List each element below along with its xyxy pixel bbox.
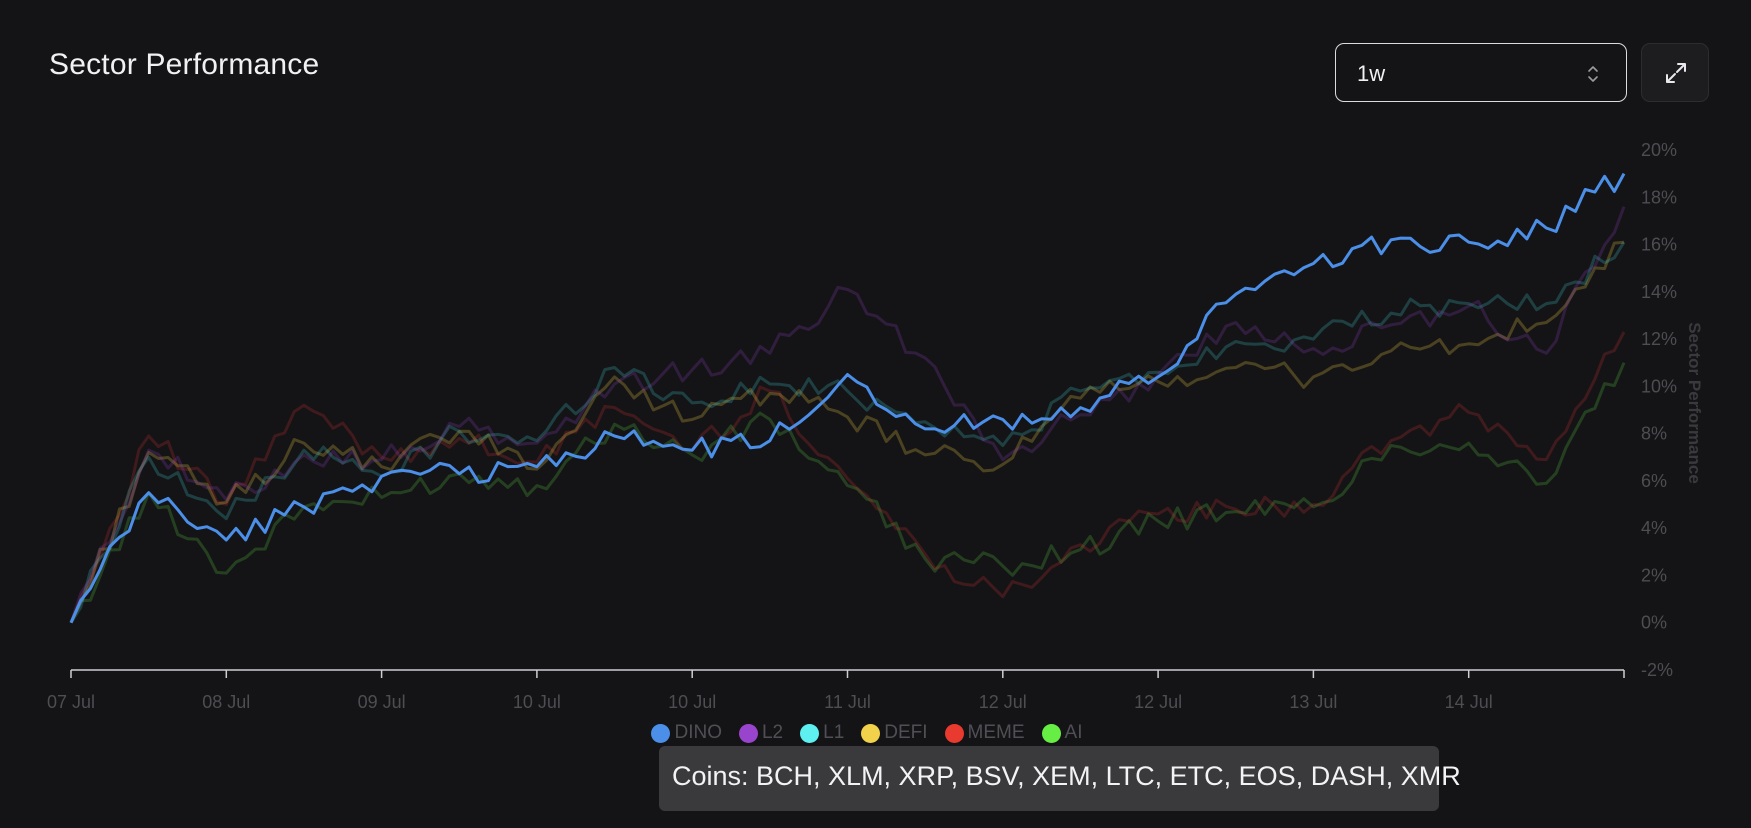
y-tick-label: 4%	[1641, 518, 1667, 538]
legend-dot	[861, 723, 881, 743]
expand-button[interactable]	[1641, 43, 1709, 102]
legend-item-l1[interactable]: L1	[800, 722, 844, 744]
y-tick-label: -2%	[1641, 660, 1673, 680]
legend-dot	[738, 723, 758, 743]
y-tick-label: 6%	[1641, 471, 1667, 491]
legend-label: L2	[761, 722, 784, 743]
chevron-up-down-icon	[1588, 66, 1598, 82]
x-tick-label: 10 Jul	[668, 692, 716, 712]
time-range-value: 1w	[1357, 61, 1386, 86]
y-tick-label: 18%	[1641, 187, 1677, 207]
legend-label: MEME	[967, 722, 1025, 743]
expand-icon	[1666, 63, 1686, 83]
x-tick-label: 12 Jul	[1134, 692, 1182, 712]
x-tick-label: 14 Jul	[1445, 692, 1493, 712]
legend-dot	[651, 723, 671, 743]
legend-item-ai[interactable]: AI	[1041, 722, 1083, 744]
x-tick-label: 09 Jul	[358, 692, 406, 712]
sector-tooltip: Coins: BCH, XLM, XRP, BSV, XEM, LTC, ETC…	[659, 746, 1461, 811]
legend-dot	[1041, 723, 1061, 743]
legend-item-defi[interactable]: DEFI	[861, 722, 928, 744]
series-line-meme	[69, 331, 1626, 624]
x-tick-label: 12 Jul	[979, 692, 1027, 712]
x-tick-label: 13 Jul	[1289, 692, 1337, 712]
legend-label: L1	[823, 722, 845, 743]
series-line-defi	[69, 240, 1625, 624]
legend-item-meme[interactable]: MEME	[944, 722, 1025, 744]
legend-label: AI	[1064, 722, 1083, 743]
series-line-l1	[69, 241, 1626, 624]
time-range-select[interactable]: 1w	[1335, 43, 1627, 102]
series-line-ai	[69, 362, 1626, 624]
series-line-l2	[69, 206, 1626, 624]
y-axis-title: Sector Performance	[1685, 322, 1704, 484]
legend-item-dino[interactable]: DINO	[651, 722, 722, 744]
x-tick-label: 10 Jul	[513, 692, 561, 712]
y-tick-label: 12%	[1641, 329, 1677, 349]
y-tick-label: 14%	[1641, 282, 1677, 302]
y-tick-label: 8%	[1641, 424, 1667, 444]
series-line-dino	[69, 172, 1626, 624]
chart-legend: DINO L2 L1 DEFI MEME AI	[0, 722, 1751, 744]
x-tick-label: 07 Jul	[47, 692, 95, 712]
y-tick-label: 0%	[1641, 613, 1667, 633]
x-tick-label: 08 Jul	[202, 692, 250, 712]
legend-dot	[944, 723, 964, 743]
y-tick-label: 10%	[1641, 376, 1677, 396]
legend-label: DINO	[674, 722, 722, 743]
legend-label: DEFI	[884, 722, 928, 743]
y-tick-label: 2%	[1641, 565, 1667, 585]
x-tick-label: 11 Jul	[824, 692, 871, 712]
chart-title: Sector Performance	[49, 48, 320, 81]
y-tick-label: 16%	[1641, 235, 1677, 255]
legend-dot	[800, 723, 820, 743]
y-tick-label: 20%	[1641, 140, 1677, 160]
legend-item-l2[interactable]: L2	[738, 722, 784, 744]
